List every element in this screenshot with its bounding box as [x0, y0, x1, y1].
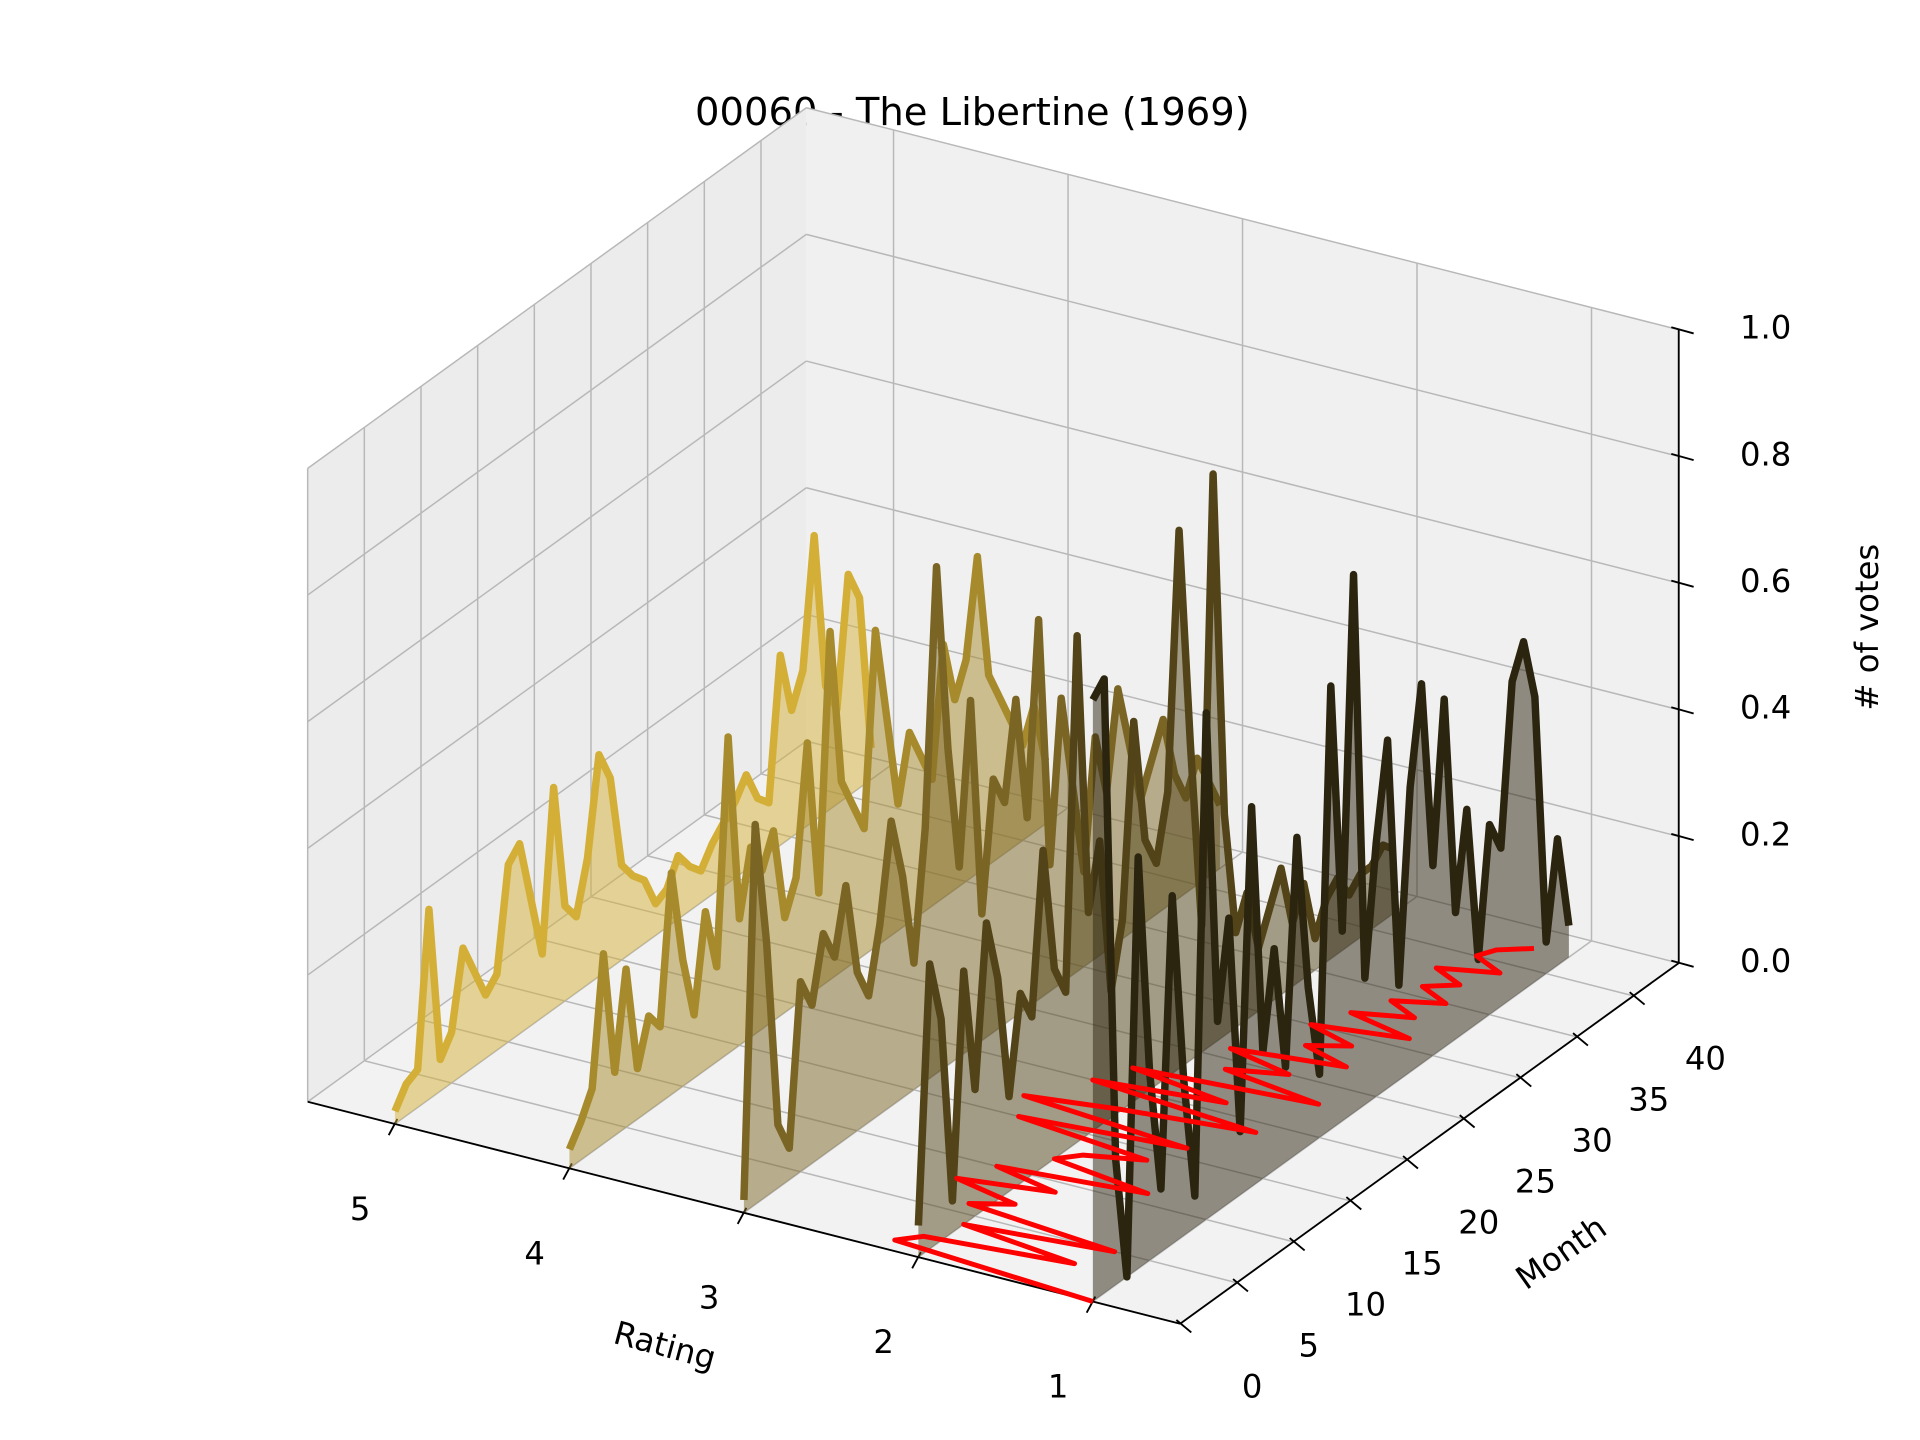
z-tick-label: 0.2	[1740, 815, 1791, 853]
y-axis-label: Month	[1509, 1208, 1614, 1297]
y-tick	[1175, 1319, 1192, 1334]
y-tick-label: 35	[1628, 1080, 1669, 1118]
y-tick-label: 20	[1458, 1203, 1499, 1241]
z-tick-label: 0.6	[1740, 562, 1791, 600]
series-line	[391, 531, 875, 1113]
series-area	[743, 566, 1220, 1213]
left-pane	[307, 107, 807, 1102]
series-line	[565, 552, 1050, 1151]
y-tick-label: 0	[1242, 1367, 1263, 1405]
x-tick-label: 2	[873, 1323, 894, 1361]
y-tick-label: 25	[1515, 1162, 1556, 1200]
grid-line	[806, 233, 1679, 458]
grid-line	[307, 360, 807, 723]
grid-line	[307, 107, 807, 469]
y-tick	[1402, 1155, 1419, 1170]
y-tick	[1572, 1032, 1589, 1047]
y-tick	[1345, 1196, 1362, 1211]
z-tick	[1671, 833, 1694, 842]
z-tick	[1671, 326, 1694, 335]
series-line	[1089, 570, 1573, 1281]
grid-line	[307, 487, 807, 850]
mean-rating-line	[892, 945, 1535, 1304]
z-tick-label: 0.8	[1740, 435, 1791, 473]
z-tick	[1671, 959, 1694, 968]
y-tick	[1232, 1278, 1249, 1293]
z-tick-label: 1.0	[1740, 309, 1791, 347]
y-tick-label: 30	[1572, 1121, 1613, 1159]
z-tick-label: 0.0	[1740, 942, 1791, 980]
y-tick	[1515, 1073, 1532, 1088]
series-line	[914, 470, 1396, 1226]
plot: 00060 - The Libertine (1969) 12345051015…	[306, 90, 1886, 1405]
z-axis-label: # of votes	[1848, 544, 1886, 711]
x-tick-label: 1	[1048, 1367, 1069, 1405]
series-area	[394, 535, 871, 1124]
z-tick-label: 0.4	[1740, 689, 1791, 727]
grid-line	[806, 107, 1679, 331]
z-tick	[1671, 579, 1694, 588]
y-tick	[1629, 991, 1646, 1006]
y-tick	[1459, 1114, 1476, 1129]
y-tick-label: 40	[1685, 1039, 1726, 1077]
x-tick-label: 4	[524, 1234, 545, 1272]
series-area	[569, 556, 1046, 1169]
y-tick-label: 15	[1402, 1244, 1443, 1282]
x-tick-label: 3	[699, 1279, 720, 1317]
y-tick	[1289, 1237, 1306, 1252]
y-axis	[1179, 962, 1680, 1325]
y-tick-label: 10	[1345, 1285, 1386, 1323]
x-axis-label: Rating	[610, 1314, 720, 1378]
y-tick-label: 5	[1299, 1326, 1320, 1364]
grid-line	[806, 360, 1679, 584]
z-tick	[1671, 706, 1694, 715]
x-tick-label: 5	[350, 1190, 371, 1228]
grid-line	[307, 233, 807, 596]
z-tick	[1671, 453, 1694, 462]
